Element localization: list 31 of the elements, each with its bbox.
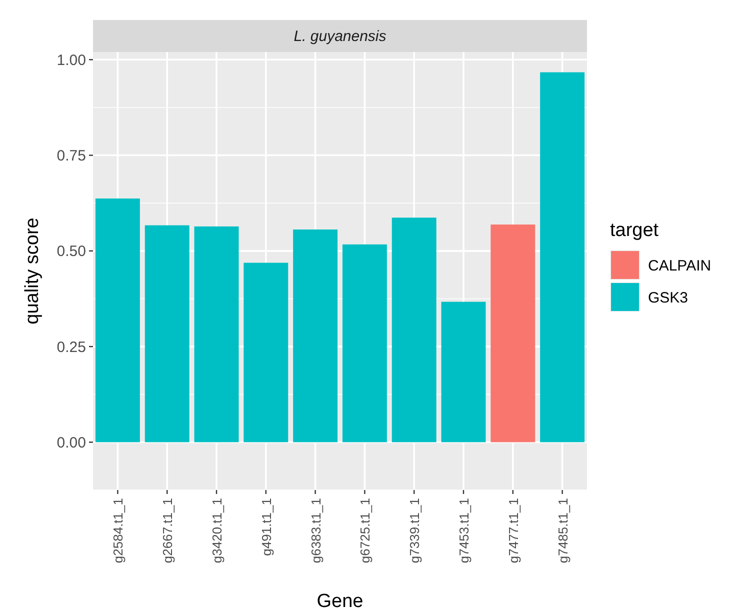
x-tick-label: g7339.t1_1 — [407, 498, 422, 564]
y-tick-label: 0.50 — [56, 243, 86, 260]
x-tick-label: g6383.t1_1 — [308, 498, 324, 564]
bar — [95, 198, 140, 442]
y-tick-label: 0.25 — [56, 338, 86, 356]
x-tick-label: g2584.t1_1 — [110, 498, 126, 564]
bar — [490, 224, 536, 442]
x-tick-label: g491.t1_1 — [258, 498, 274, 556]
bar — [342, 244, 387, 442]
bar — [144, 225, 190, 442]
bar — [540, 72, 585, 442]
bar — [392, 218, 436, 442]
legend-label: CALPAIN — [648, 257, 712, 274]
x-axis-title: Gene — [316, 591, 364, 612]
legend-label: GSK3 — [648, 289, 688, 306]
x-tick-label: g2667.t1_1 — [160, 498, 176, 564]
y-axis-title: quality score — [22, 218, 43, 324]
bar — [244, 262, 288, 442]
legend-title: target — [610, 220, 660, 241]
x-tick-label: g3420.t1_1 — [210, 498, 224, 564]
x-tick-label: g7453.t1_1 — [456, 498, 472, 564]
x-tick-label: g7485.t1_1 — [555, 498, 570, 564]
bar — [194, 226, 239, 442]
y-tick-label: 1.00 — [56, 52, 86, 69]
bar — [293, 229, 338, 442]
chart-title: L. guyanensis — [294, 28, 387, 45]
x-tick-label: g7477.t1_1 — [506, 498, 521, 564]
bar — [441, 302, 486, 442]
y-tick-label: 0.75 — [56, 148, 86, 165]
y-tick-label: 0.00 — [56, 434, 86, 452]
x-tick-label: g6725.t1_1 — [358, 498, 373, 564]
